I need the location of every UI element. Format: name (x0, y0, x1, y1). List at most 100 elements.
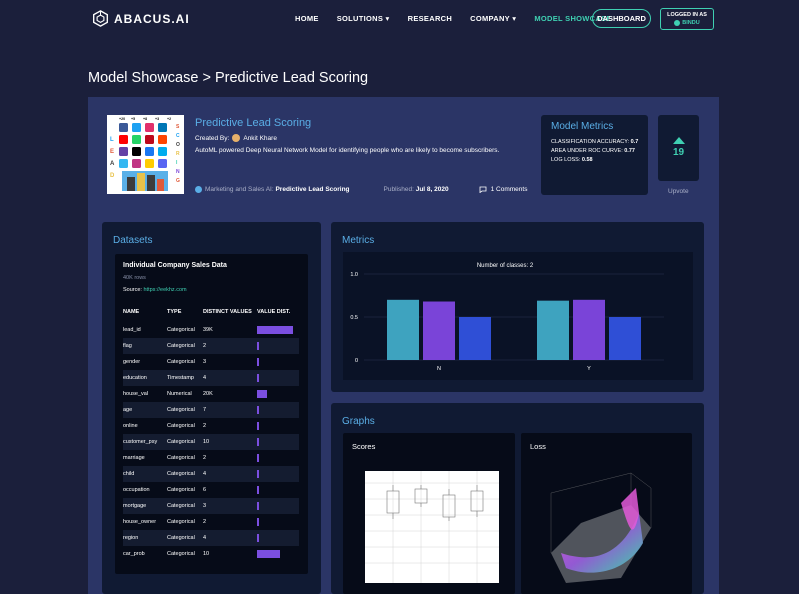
thumb-letter: O (176, 142, 180, 148)
social-tile-icon (145, 123, 154, 132)
upvote-count: 19 (672, 147, 685, 158)
cell-distinct: 4 (203, 466, 257, 482)
column-header: NAME (123, 309, 140, 315)
bar-Y-2[interactable] (609, 317, 641, 360)
bar-N-1[interactable] (423, 301, 455, 360)
cell-name: house_owner (123, 519, 157, 525)
value-dist-bar (257, 518, 259, 526)
value-dist-bar (257, 326, 293, 334)
bar-Y-0[interactable] (537, 300, 569, 360)
dashboard-button[interactable]: DASHBOARD (592, 9, 651, 28)
brand-logo[interactable]: ABACUS.AI (92, 10, 190, 27)
cell-distinct: 10 (203, 434, 257, 450)
bar-Y-1[interactable] (573, 299, 605, 360)
cell-value-dist (257, 514, 299, 530)
value-dist-bar (257, 406, 259, 414)
cell-value-dist (257, 418, 299, 434)
cell-value-dist (257, 498, 299, 514)
cell-type: Categorical (167, 434, 203, 450)
thumb-letter: A (110, 161, 115, 167)
nav-item-company[interactable]: COMPANY ▾ (470, 14, 517, 23)
cell-type: Categorical (167, 402, 203, 418)
social-tile-icon (119, 123, 128, 132)
nav-item-model-showcase[interactable]: MODEL SHOWCASE (534, 14, 612, 23)
social-tile-icon (145, 147, 154, 156)
table-row: education Timestamp 4 (123, 370, 299, 386)
metrics-card: Metrics Number of classes: 2 1.0 0.5 0 N Y (331, 222, 704, 392)
category-link[interactable]: Predictive Lead Scoring (275, 186, 350, 193)
cell-distinct: 10 (203, 551, 210, 557)
cell-name: education (123, 370, 167, 386)
column-header: DISTINCT VALUES (203, 309, 252, 315)
bar-N-2[interactable] (459, 317, 491, 360)
arrow-up-icon (672, 137, 685, 144)
social-tile-icon (119, 159, 128, 168)
cell-value-dist (257, 322, 299, 338)
datasets-card: Datasets Individual Company Sales Data 4… (102, 222, 321, 594)
value-dist-bar (257, 502, 259, 510)
author-name[interactable]: Ankit Khare (243, 134, 277, 142)
datasets-title: Datasets (113, 235, 153, 246)
cell-value-dist (257, 370, 299, 386)
x-tick-label: Y (587, 366, 591, 372)
dataset-row-count: 40K rows (123, 275, 146, 281)
cell-distinct: 2 (203, 455, 207, 461)
comments-link[interactable]: 1 Comments (479, 186, 527, 193)
cell-type: Categorical (167, 530, 203, 546)
cell-name: region (123, 530, 167, 546)
cell-name: mortgage (123, 498, 167, 514)
comment-icon (479, 186, 486, 193)
cell-type: Categorical (167, 466, 203, 482)
metric-row: CLASSIFICATION ACCURACY: 0.7 (551, 139, 639, 145)
thumb-letter: D (110, 173, 115, 179)
y-tick-label: 1.0 (350, 272, 358, 278)
dataset-source-link[interactable]: https://eekhz.com (143, 287, 187, 293)
logged-in-badge[interactable]: LOGGED IN AS BINDU (660, 8, 714, 30)
table-row: flag Categorical 2 (123, 338, 299, 354)
top-nav: ABACUS.AI HOME SOLUTIONS ▾ RESEARCH COMPANY… (0, 0, 799, 38)
dataset-name[interactable]: Individual Company Sales Data (123, 262, 227, 269)
value-dist-bar (257, 422, 259, 430)
scores-graph[interactable]: Scores (343, 433, 515, 594)
social-tile-icon (119, 147, 128, 156)
cell-type: Categorical (167, 519, 195, 525)
scores-title: Scores (352, 442, 376, 451)
cell-distinct: 39K (203, 327, 213, 333)
chart-title: Number of classes: 2 (477, 263, 534, 269)
loss-graph[interactable]: Loss (521, 433, 692, 594)
social-tile-icon (119, 135, 128, 144)
dataset-columns-table: NAME TYPE DISTINCT VALUES VALUE DIST. lead_… (123, 302, 299, 562)
metrics-bar-chart: Number of classes: 2 1.0 0.5 0 N Y (343, 252, 693, 380)
upvote-button[interactable]: 19 (658, 115, 699, 181)
cell-name: customer_psy (123, 434, 167, 450)
bar-N-0[interactable] (387, 299, 419, 360)
user-avatar-icon (674, 20, 681, 26)
cell-type: Categorical (167, 498, 203, 514)
nav-item-home[interactable]: HOME (295, 14, 319, 23)
cell-distinct: 20K (203, 391, 213, 397)
cell-type: Categorical (167, 455, 195, 461)
cell-type: Categorical (167, 359, 195, 365)
brand-name: ABACUS.AI (114, 11, 190, 26)
cell-name: lead_id (123, 327, 141, 333)
published-date: Jul 8, 2020 (415, 186, 449, 193)
social-tile-icon (132, 123, 141, 132)
social-tile-icon (158, 123, 167, 132)
nav-item-solutions[interactable]: SOLUTIONS ▾ (336, 14, 390, 23)
scores-plot (365, 471, 499, 583)
globe-icon (195, 186, 202, 193)
created-by: Created By: Ankit Khare (195, 134, 277, 142)
cell-name: flag (123, 338, 167, 354)
nav-item-research[interactable]: RESEARCH (407, 14, 453, 23)
cell-distinct: 2 (203, 519, 207, 525)
cell-type: Categorical (167, 551, 195, 557)
value-dist-bar (257, 438, 259, 446)
model-title[interactable]: Predictive Lead Scoring (195, 117, 312, 129)
cell-distinct: 4 (203, 370, 257, 386)
table-row: occupation Categorical 6 (123, 482, 299, 498)
cell-value-dist (257, 546, 299, 562)
cell-distinct: 3 (203, 498, 257, 514)
cell-name: car_prob (123, 551, 145, 557)
social-tile-icon (145, 159, 154, 168)
